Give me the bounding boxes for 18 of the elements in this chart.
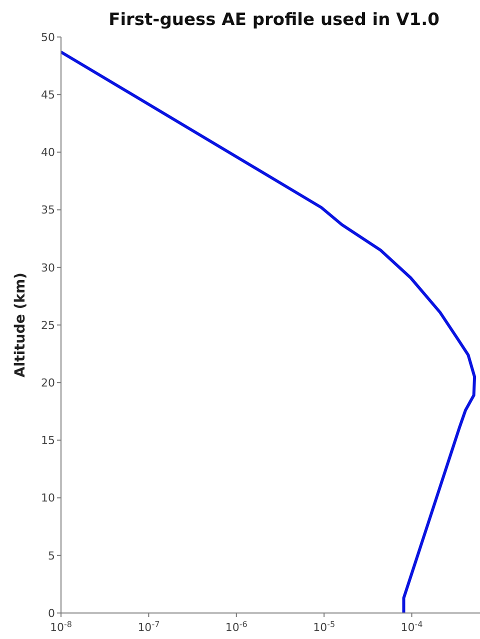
y-tick-label: 25: [41, 318, 55, 332]
y-tick-label: 35: [41, 204, 55, 217]
y-axis-title: Altitude (km): [12, 272, 28, 378]
chart-title: First-guess AE profile used in V1.0: [108, 10, 440, 30]
y-tick-label: 45: [41, 88, 55, 102]
x-tick-label: 10$^{-8}$: [50, 620, 72, 634]
y-tick-label: 10: [41, 492, 55, 505]
y-tick-label: 20: [41, 376, 55, 390]
y-tick-label: 15: [41, 434, 55, 448]
x-tick-label: 10$^{-6}$: [225, 620, 248, 634]
y-tick-label: 0: [48, 606, 55, 620]
x-tick-label: 10$^{-7}$: [138, 620, 160, 634]
x-tick-label: 10$^{-4}$: [400, 620, 423, 634]
y-tick-label: 40: [41, 146, 55, 160]
y-tick-label: 50: [41, 30, 55, 44]
y-tick-label: 5: [48, 549, 55, 562]
y-tick-label: 30: [41, 261, 55, 274]
x-tick-label: 10$^{-5}$: [313, 620, 336, 634]
